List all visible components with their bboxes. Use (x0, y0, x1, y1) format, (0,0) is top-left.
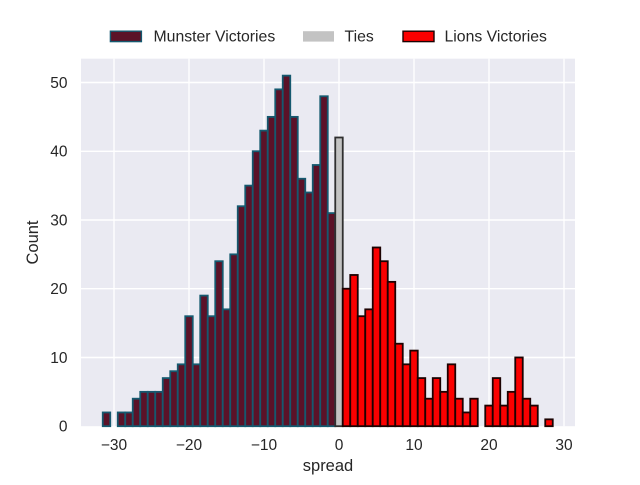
svg-text:40: 40 (50, 144, 68, 161)
svg-text:−10: −10 (251, 437, 278, 454)
svg-text:−20: −20 (176, 437, 203, 454)
svg-text:20: 20 (480, 437, 498, 454)
svg-text:0: 0 (59, 419, 68, 436)
svg-text:Count: Count (24, 220, 42, 264)
svg-text:Ties: Ties (345, 28, 374, 45)
svg-text:0: 0 (335, 437, 344, 454)
svg-text:20: 20 (50, 281, 68, 298)
svg-text:30: 30 (50, 212, 68, 229)
svg-text:Lions Victories: Lions Victories (445, 28, 548, 45)
svg-text:spread: spread (303, 457, 353, 475)
svg-text:50: 50 (50, 75, 68, 92)
svg-text:Munster Victories: Munster Victories (154, 28, 276, 45)
svg-text:10: 10 (50, 350, 68, 367)
svg-text:30: 30 (555, 437, 573, 454)
svg-text:10: 10 (405, 437, 423, 454)
svg-text:−30: −30 (101, 437, 128, 454)
